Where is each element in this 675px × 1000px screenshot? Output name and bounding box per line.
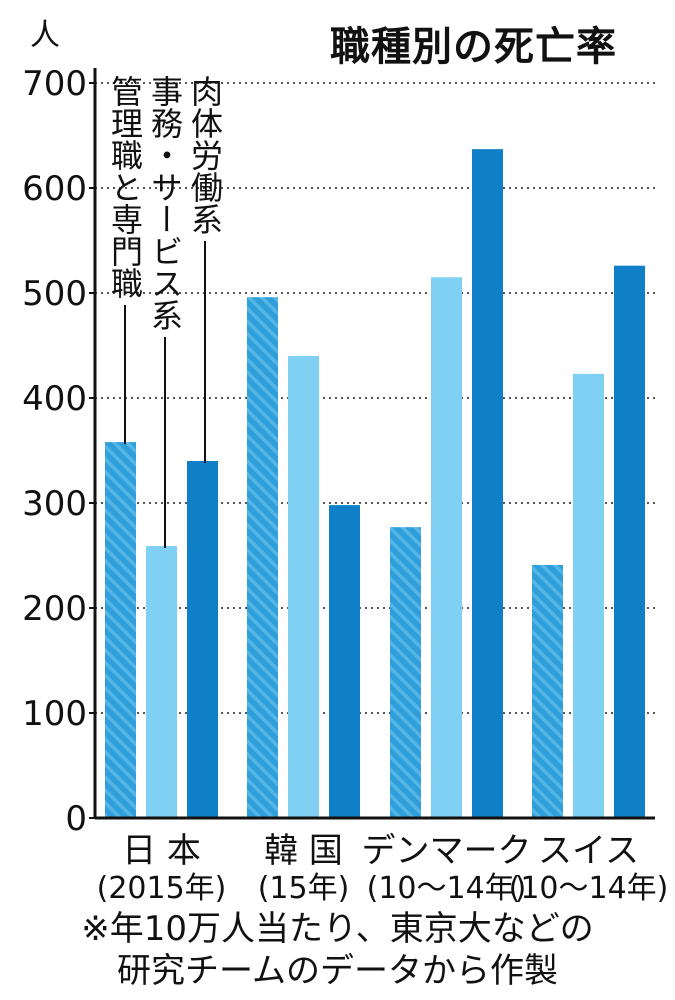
bar-manual-labor <box>329 505 360 818</box>
labels: 0 100 200 300 400 500 600 700 日 本(2015年) 韓 国(15年)… <box>22 64 668 906</box>
bar-manual-labor <box>187 461 218 818</box>
y-tick-label: 200 <box>22 589 87 629</box>
bar-clerical-service <box>573 373 604 818</box>
y-tick-label: 0 <box>65 799 87 839</box>
y-tick-label: 500 <box>22 274 87 314</box>
x-category-label: スイス <box>538 831 639 871</box>
y-unit-label: 人 <box>30 18 60 53</box>
bar-manual-labor <box>472 149 503 818</box>
legend-clerical-service: 事務・サービス系 <box>146 75 184 331</box>
bar-manager-professional <box>105 442 136 818</box>
bars <box>105 149 645 818</box>
y-tick-label: 400 <box>22 379 87 419</box>
axes <box>89 68 655 820</box>
bar-clerical-service <box>146 546 177 818</box>
footnote-line-1: ※年10万人当たり、東京大などの <box>81 909 594 949</box>
footnote-line-2: 研究チームのデータから作製 <box>117 951 558 991</box>
y-tick-label: 100 <box>22 694 87 734</box>
bar-manager-professional <box>247 297 278 818</box>
x-category-sublabel: (10～14年) <box>367 871 527 906</box>
x-category-sublabel: (15年) <box>258 871 350 906</box>
x-category-sublabel: (10～14年) <box>509 871 669 906</box>
chart-title: 職種別の死亡率 <box>330 24 617 70</box>
x-category-label: 日 本 <box>122 831 201 871</box>
bar-clerical-service <box>431 277 462 818</box>
x-category-sublabel: (2015年) <box>97 871 227 906</box>
y-tick-label: 700 <box>22 64 87 104</box>
bar-manual-labor <box>614 265 645 818</box>
y-tick-label: 600 <box>22 169 87 209</box>
bar-manager-professional <box>532 564 563 818</box>
legend-manager-professional: 管理職と専門職 <box>106 75 144 299</box>
bar-manager-professional <box>390 527 421 818</box>
y-tick-label: 300 <box>22 484 87 524</box>
bar-clerical-service <box>288 356 319 818</box>
legend-manual-labor: 肉体労働系 <box>186 75 224 235</box>
x-category-label: デンマーク <box>362 831 532 871</box>
x-category-label: 韓 国 <box>264 831 343 871</box>
